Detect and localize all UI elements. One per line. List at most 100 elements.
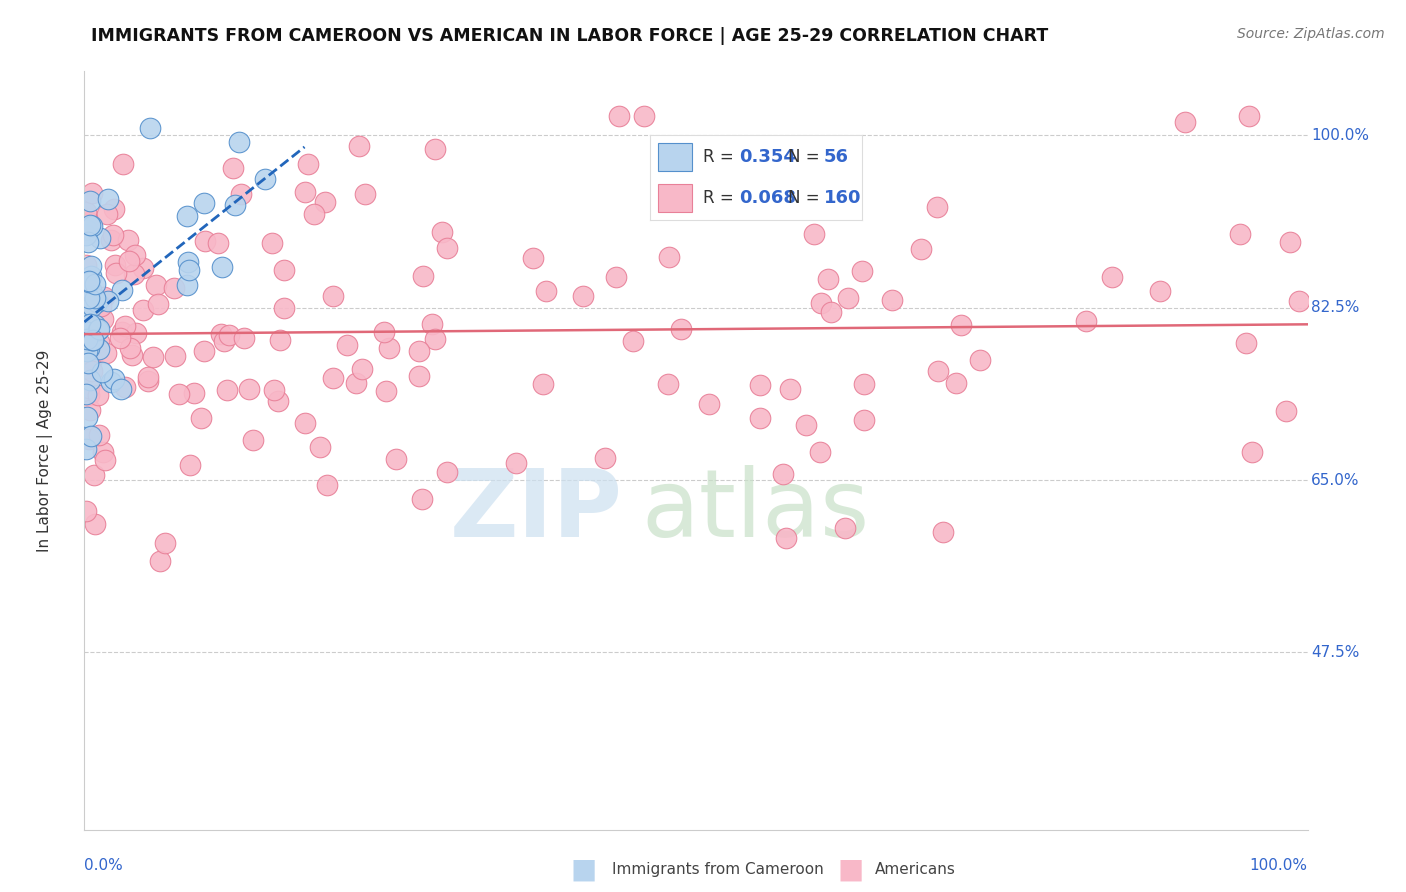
Point [231,187,253,202]
Point [1279,235,1302,249]
Point [82,352,104,367]
Point [803,227,825,242]
Point [100,376,122,390]
Point [1149,284,1171,298]
Point [96,207,118,221]
Point [79,317,101,331]
Point [1076,314,1098,328]
Point [91,312,114,326]
Point [82,293,104,307]
Point [260,236,283,251]
Point [314,195,336,210]
Point [669,322,692,336]
Point [76,343,98,358]
Point [75,272,97,286]
Point [104,258,127,272]
Point [176,209,198,223]
Point [80,219,103,233]
Point [430,226,453,240]
Point [75,324,97,338]
Point [103,202,125,217]
Point [699,397,721,411]
Point [522,251,544,265]
Point [309,440,332,454]
Point [86,295,108,310]
Point [148,297,170,311]
Point [77,276,100,290]
Point [112,157,135,171]
Point [593,450,616,465]
Point [75,340,97,354]
Point [211,260,233,275]
Point [75,302,97,317]
Point [423,142,446,156]
Point [179,458,201,473]
Point [354,187,377,202]
Point [193,195,215,210]
Point [834,521,856,535]
Point [820,305,842,319]
Point [75,302,97,317]
Point [183,385,205,400]
Point [322,289,344,303]
Point [103,372,125,386]
Point [149,554,172,568]
Point [75,227,97,242]
Point [80,283,103,297]
Point [950,318,973,333]
Point [94,452,117,467]
Point [87,321,110,335]
Point [412,269,434,284]
Point [77,215,100,229]
Point [91,365,114,379]
Point [817,271,839,285]
Point [177,255,200,269]
Point [169,387,191,401]
Point [136,369,159,384]
Point [97,294,120,309]
Point [142,351,165,365]
Point [190,411,212,425]
Point [910,242,932,256]
Text: 0.354: 0.354 [740,148,796,166]
Point [163,349,186,363]
Point [75,204,97,219]
Point [267,394,290,409]
Point [83,467,105,482]
Point [852,412,875,426]
Point [346,376,368,391]
Text: 0.0%: 0.0% [84,858,124,873]
Text: 100.0%: 100.0% [1250,858,1308,873]
Point [853,377,876,392]
Point [136,374,159,388]
Text: 100.0%: 100.0% [1312,128,1369,143]
Point [621,334,644,348]
Point [77,341,100,355]
Point [810,296,832,310]
Point [77,433,100,447]
Point [572,289,595,303]
Point [177,263,200,277]
Point [87,387,110,401]
Point [80,324,103,338]
Point [76,235,98,250]
Point [91,445,114,459]
Point [90,299,112,313]
Point [224,198,246,212]
Point [228,135,250,149]
Point [77,328,100,343]
Text: R =: R = [703,189,734,207]
Point [117,233,139,247]
Point [1236,336,1258,351]
Point [79,268,101,283]
Point [122,267,145,281]
Point [124,326,146,340]
Point [75,504,97,518]
Text: N =: N = [787,189,820,207]
Point [531,377,554,392]
Point [969,353,991,368]
Point [75,218,97,232]
Point [79,194,101,208]
Point [194,234,217,248]
Point [269,333,291,347]
